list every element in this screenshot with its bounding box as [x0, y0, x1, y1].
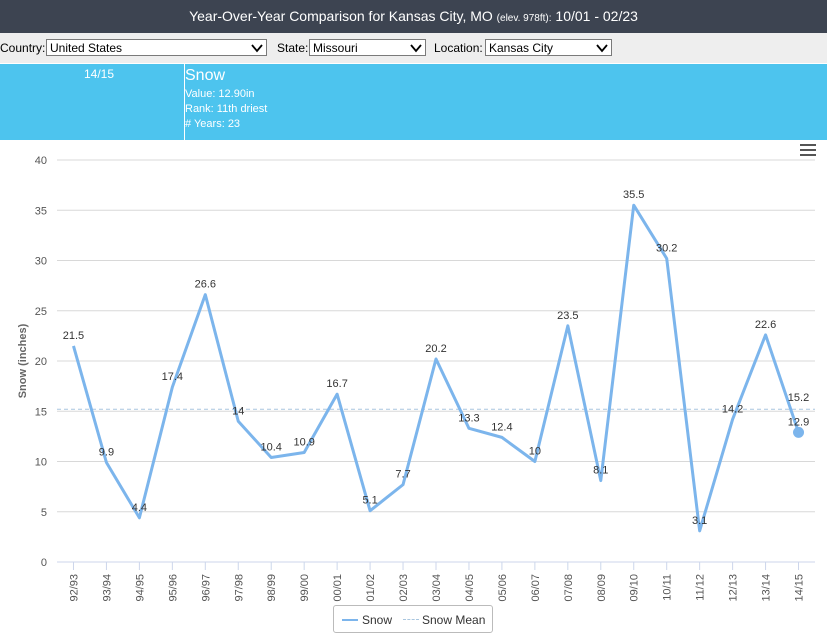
x-tick-label: 02/03 [398, 574, 410, 602]
x-axis: 92/93 93/94 94/95 95/96 96/97 97/98 98/99 99/00… [68, 562, 806, 602]
x-tick-label: 94/95 [134, 574, 146, 602]
chart-legend: Snow Snow Mean [333, 605, 493, 633]
x-tick-label: 08/09 [596, 574, 608, 602]
snow-line [72, 203, 800, 533]
y-tick-label: 5 [41, 507, 47, 519]
snow-chart: 0 5 10 15 20 25 30 35 40 Snow (inches) 92/93 93/9… [17, 155, 815, 602]
chart-menu-icon[interactable] [800, 144, 816, 158]
info-bar: 14/15 Snow Value: 12.90in Rank: 11th dri… [0, 64, 827, 140]
chevron-down-icon [251, 44, 263, 53]
info-years: # Years: 23 [185, 118, 241, 130]
location-label: Location: [434, 41, 483, 55]
legend-swatch-mean [403, 619, 419, 620]
info-value: Value: 12.90in [185, 88, 255, 100]
y-tick-label: 35 [35, 205, 47, 217]
legend-item-snow[interactable]: Snow [362, 613, 393, 627]
y-axis-title: Snow (inches) [17, 323, 29, 398]
data-label: 12.4 [491, 421, 512, 433]
x-tick-label: 95/96 [167, 574, 179, 602]
data-label: 14 [232, 405, 244, 417]
chevron-down-icon [410, 44, 422, 53]
x-tick-label: 96/97 [200, 574, 212, 602]
data-label: 10 [529, 446, 541, 458]
y-tick-label: 10 [35, 457, 47, 469]
data-label: 30.2 [656, 242, 677, 254]
x-tick-label: 04/05 [464, 574, 476, 602]
chevron-down-icon [596, 44, 608, 53]
data-label: 23.5 [557, 310, 578, 322]
country-label: Country: [0, 41, 46, 55]
page-header: Year-Over-Year Comparison for Kansas Cit… [0, 0, 827, 33]
data-label: 22.6 [755, 319, 776, 331]
data-label: 20.2 [425, 343, 446, 355]
data-label: 17.4 [162, 371, 183, 383]
info-season: 14/15 [84, 67, 115, 81]
y-axis: 0 5 10 15 20 25 30 35 40 [35, 155, 47, 569]
legend-swatch-snow [342, 619, 358, 621]
x-tick-label: 11/12 [695, 574, 707, 601]
y-tick-label: 30 [35, 256, 47, 268]
info-title: Snow [185, 67, 226, 84]
data-label: 16.7 [326, 378, 347, 390]
x-tick-label: 13/14 [761, 574, 773, 602]
mean-data-label: 15.2 [788, 392, 809, 404]
state-select[interactable]: Missouri [309, 39, 426, 56]
header-date-range: 10/01 - 02/23 [555, 8, 638, 24]
x-tick-label: 05/06 [497, 574, 509, 602]
legend-item-snow-mean[interactable]: Snow Mean [422, 613, 486, 627]
location-select[interactable]: Kansas City [485, 39, 612, 56]
y-tick-label: 0 [41, 557, 47, 569]
data-labels: 21.5 9.9 4.4 17.4 26.6 14 10.4 10.9 16.7 5.1 7.7 20… [63, 189, 809, 527]
country-select-value: United States [50, 41, 123, 55]
x-tick-label: 92/93 [68, 574, 80, 602]
data-label: 7.7 [395, 469, 410, 481]
snow-series [72, 203, 805, 533]
y-tick-label: 15 [35, 406, 47, 418]
x-tick-label: 07/08 [563, 574, 575, 602]
x-tick-label: 99/00 [299, 574, 311, 602]
data-label: 35.5 [623, 189, 644, 201]
x-tick-label: 14/15 [794, 574, 806, 602]
x-tick-label: 10/11 [662, 574, 674, 601]
x-tick-label: 97/98 [233, 574, 245, 602]
y-tick-label: 20 [35, 356, 47, 368]
data-label: 13.3 [458, 412, 479, 424]
data-label: 26.6 [195, 279, 216, 291]
data-label: 12.9 [788, 416, 809, 428]
highlighted-point [793, 426, 805, 438]
data-label: 10.4 [261, 441, 282, 453]
data-label: 4.4 [132, 502, 147, 514]
y-tick-label: 40 [35, 155, 47, 167]
chart-grid [57, 159, 815, 563]
country-select[interactable]: United States [46, 39, 267, 56]
x-tick-label: 09/10 [629, 574, 641, 602]
x-tick-label: 00/01 [332, 574, 344, 602]
x-tick-label: 98/99 [266, 574, 278, 602]
data-label: 3.1 [692, 515, 707, 527]
controls-bar: Country: United States State: Missouri L… [0, 33, 827, 63]
y-tick-label: 25 [35, 306, 47, 318]
info-rank: Rank: 11th driest [185, 103, 268, 115]
x-tick-label: 03/04 [431, 574, 443, 602]
header-elevation: (elev. 978ft): [496, 13, 552, 24]
state-label: State: [277, 41, 309, 55]
x-tick-label: 06/07 [530, 574, 542, 602]
state-select-value: Missouri [313, 41, 358, 55]
data-label: 5.1 [362, 495, 377, 507]
header-title: Year-Over-Year Comparison for Kansas Cit… [189, 8, 493, 24]
data-label: 10.9 [293, 436, 314, 448]
x-tick-label: 93/94 [101, 574, 113, 602]
data-label: 21.5 [63, 330, 84, 342]
data-label: 14.2 [722, 403, 743, 415]
data-label: 9.9 [99, 447, 114, 459]
x-tick-label: 01/02 [365, 574, 377, 602]
data-label: 8.1 [593, 465, 608, 477]
location-select-value: Kansas City [489, 41, 554, 55]
info-divider [184, 64, 185, 140]
x-tick-label: 12/13 [728, 574, 740, 602]
